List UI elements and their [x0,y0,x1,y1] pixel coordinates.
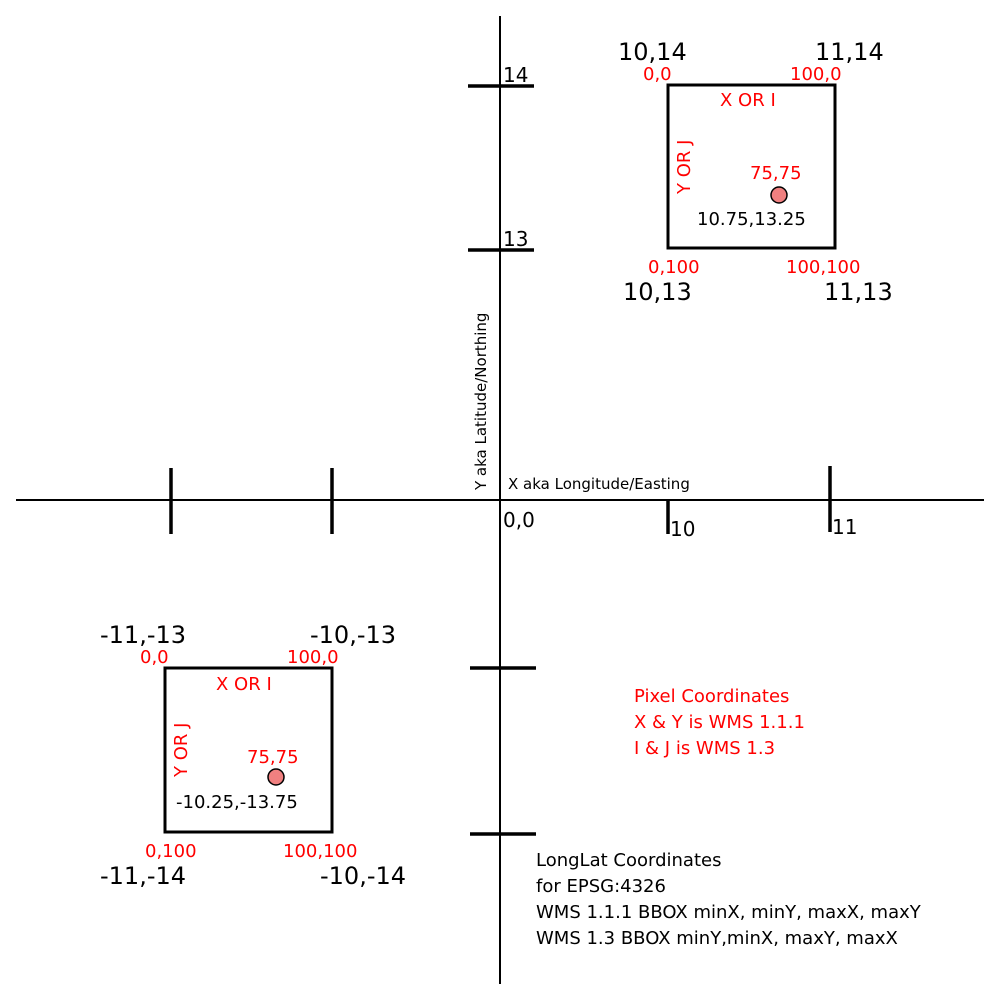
box-bottom-px-br: 100,100 [283,841,357,862]
box-bottom-point [267,768,285,786]
box-top-px-bl: 0,100 [648,257,700,278]
box-top-geo-tl: 10,14 [618,38,687,66]
box-bottom-px-bl: 0,100 [145,841,197,862]
box-top-x-or-i: X OR I [720,90,776,111]
legend-longlat-line1: LongLat Coordinates [536,850,721,871]
box-top-geo-bl: 10,13 [623,278,692,306]
y-tick-label-13: 13 [503,227,528,251]
legend-pixel-line3: I & J is WMS 1.3 [634,738,775,759]
box-bottom-px-tr: 100,0 [287,647,339,668]
box-bottom-px-tl: 0,0 [140,647,169,668]
origin-label: 0,0 [503,508,535,532]
legend-pixel-line1: Pixel Coordinates [634,686,789,707]
box-bottom-geo-bl: -11,-14 [100,862,186,890]
legend-longlat: LongLat Coordinates for EPSG:4326 WMS 1.… [536,850,922,949]
box-bottom-geo-tr: -10,-13 [310,621,396,649]
legend-longlat-line4: WMS 1.3 BBOX minY,minX, maxY, maxX [536,928,898,949]
box-top-point [770,186,788,204]
box-bottom-geo-tl: -11,-13 [100,621,186,649]
box-top-frame [666,83,837,250]
box-bottom-x-or-i: X OR I [216,674,272,695]
legend-longlat-line2: for EPSG:4326 [536,876,666,897]
box-top-px-br: 100,100 [786,257,860,278]
y-axis-label: Y aka Latitude/Northing [472,313,490,491]
box-bottom-point-geo: -10.25,-13.75 [176,792,298,813]
box-top-point-geo: 10.75,13.25 [697,209,806,230]
x-tick-label-10: 10 [670,517,695,541]
box-top-px-tl: 0,0 [643,64,672,85]
box-bottom-geo-br: -10,-14 [320,862,406,890]
box-top-geo-tr: 11,14 [815,38,884,66]
box-top-geo-br: 11,13 [824,278,893,306]
legend-longlat-line3: WMS 1.1.1 BBOX minX, minY, maxX, maxY [536,902,922,923]
box-bottom-y-or-j: Y OR J [171,723,192,778]
legend-pixel: Pixel Coordinates X & Y is WMS 1.1.1 I &… [634,686,805,759]
box-bottom-point-px: 75,75 [247,747,299,768]
box-top-y-or-j: Y OR J [674,140,695,195]
box-top: 10,14 11,14 0,0 100,0 X OR I Y OR J 75,7… [618,38,893,306]
legend-pixel-line2: X & Y is WMS 1.1.1 [634,712,805,733]
x-axis-label: X aka Longitude/Easting [508,475,690,493]
box-top-point-px: 75,75 [750,163,802,184]
y-tick-label-14: 14 [503,63,528,87]
box-top-px-tr: 100,0 [790,64,842,85]
x-tick-label-11: 11 [832,515,857,539]
box-bottom-frame [163,666,334,834]
box-bottom: -11,-13 -10,-13 0,0 100,0 X OR I Y OR J … [100,621,406,890]
